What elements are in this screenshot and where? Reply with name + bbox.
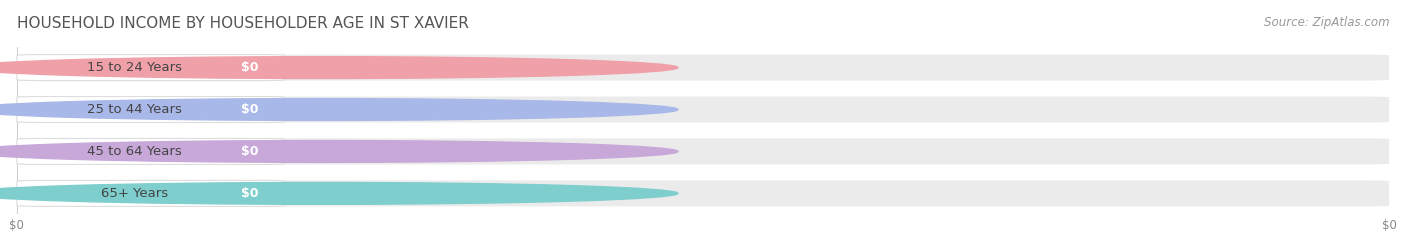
Circle shape	[0, 140, 678, 162]
FancyBboxPatch shape	[17, 180, 1389, 206]
FancyBboxPatch shape	[221, 57, 278, 78]
Text: 65+ Years: 65+ Years	[101, 187, 169, 200]
FancyBboxPatch shape	[17, 55, 284, 81]
Text: $0: $0	[242, 103, 259, 116]
FancyBboxPatch shape	[221, 141, 278, 162]
Text: $0: $0	[242, 61, 259, 74]
Text: $0: $0	[242, 187, 259, 200]
Circle shape	[0, 57, 678, 79]
Text: $0: $0	[242, 145, 259, 158]
Text: Source: ZipAtlas.com: Source: ZipAtlas.com	[1264, 16, 1389, 29]
FancyBboxPatch shape	[221, 99, 278, 120]
Text: HOUSEHOLD INCOME BY HOUSEHOLDER AGE IN ST XAVIER: HOUSEHOLD INCOME BY HOUSEHOLDER AGE IN S…	[17, 16, 468, 31]
Text: 25 to 44 Years: 25 to 44 Years	[87, 103, 181, 116]
FancyBboxPatch shape	[221, 183, 278, 204]
FancyBboxPatch shape	[17, 96, 1389, 123]
Circle shape	[0, 182, 678, 204]
Circle shape	[0, 99, 678, 120]
FancyBboxPatch shape	[17, 96, 284, 123]
FancyBboxPatch shape	[17, 138, 1389, 164]
Text: 45 to 64 Years: 45 to 64 Years	[87, 145, 181, 158]
FancyBboxPatch shape	[17, 180, 284, 206]
Text: 15 to 24 Years: 15 to 24 Years	[87, 61, 183, 74]
FancyBboxPatch shape	[17, 138, 284, 164]
FancyBboxPatch shape	[17, 55, 1389, 81]
